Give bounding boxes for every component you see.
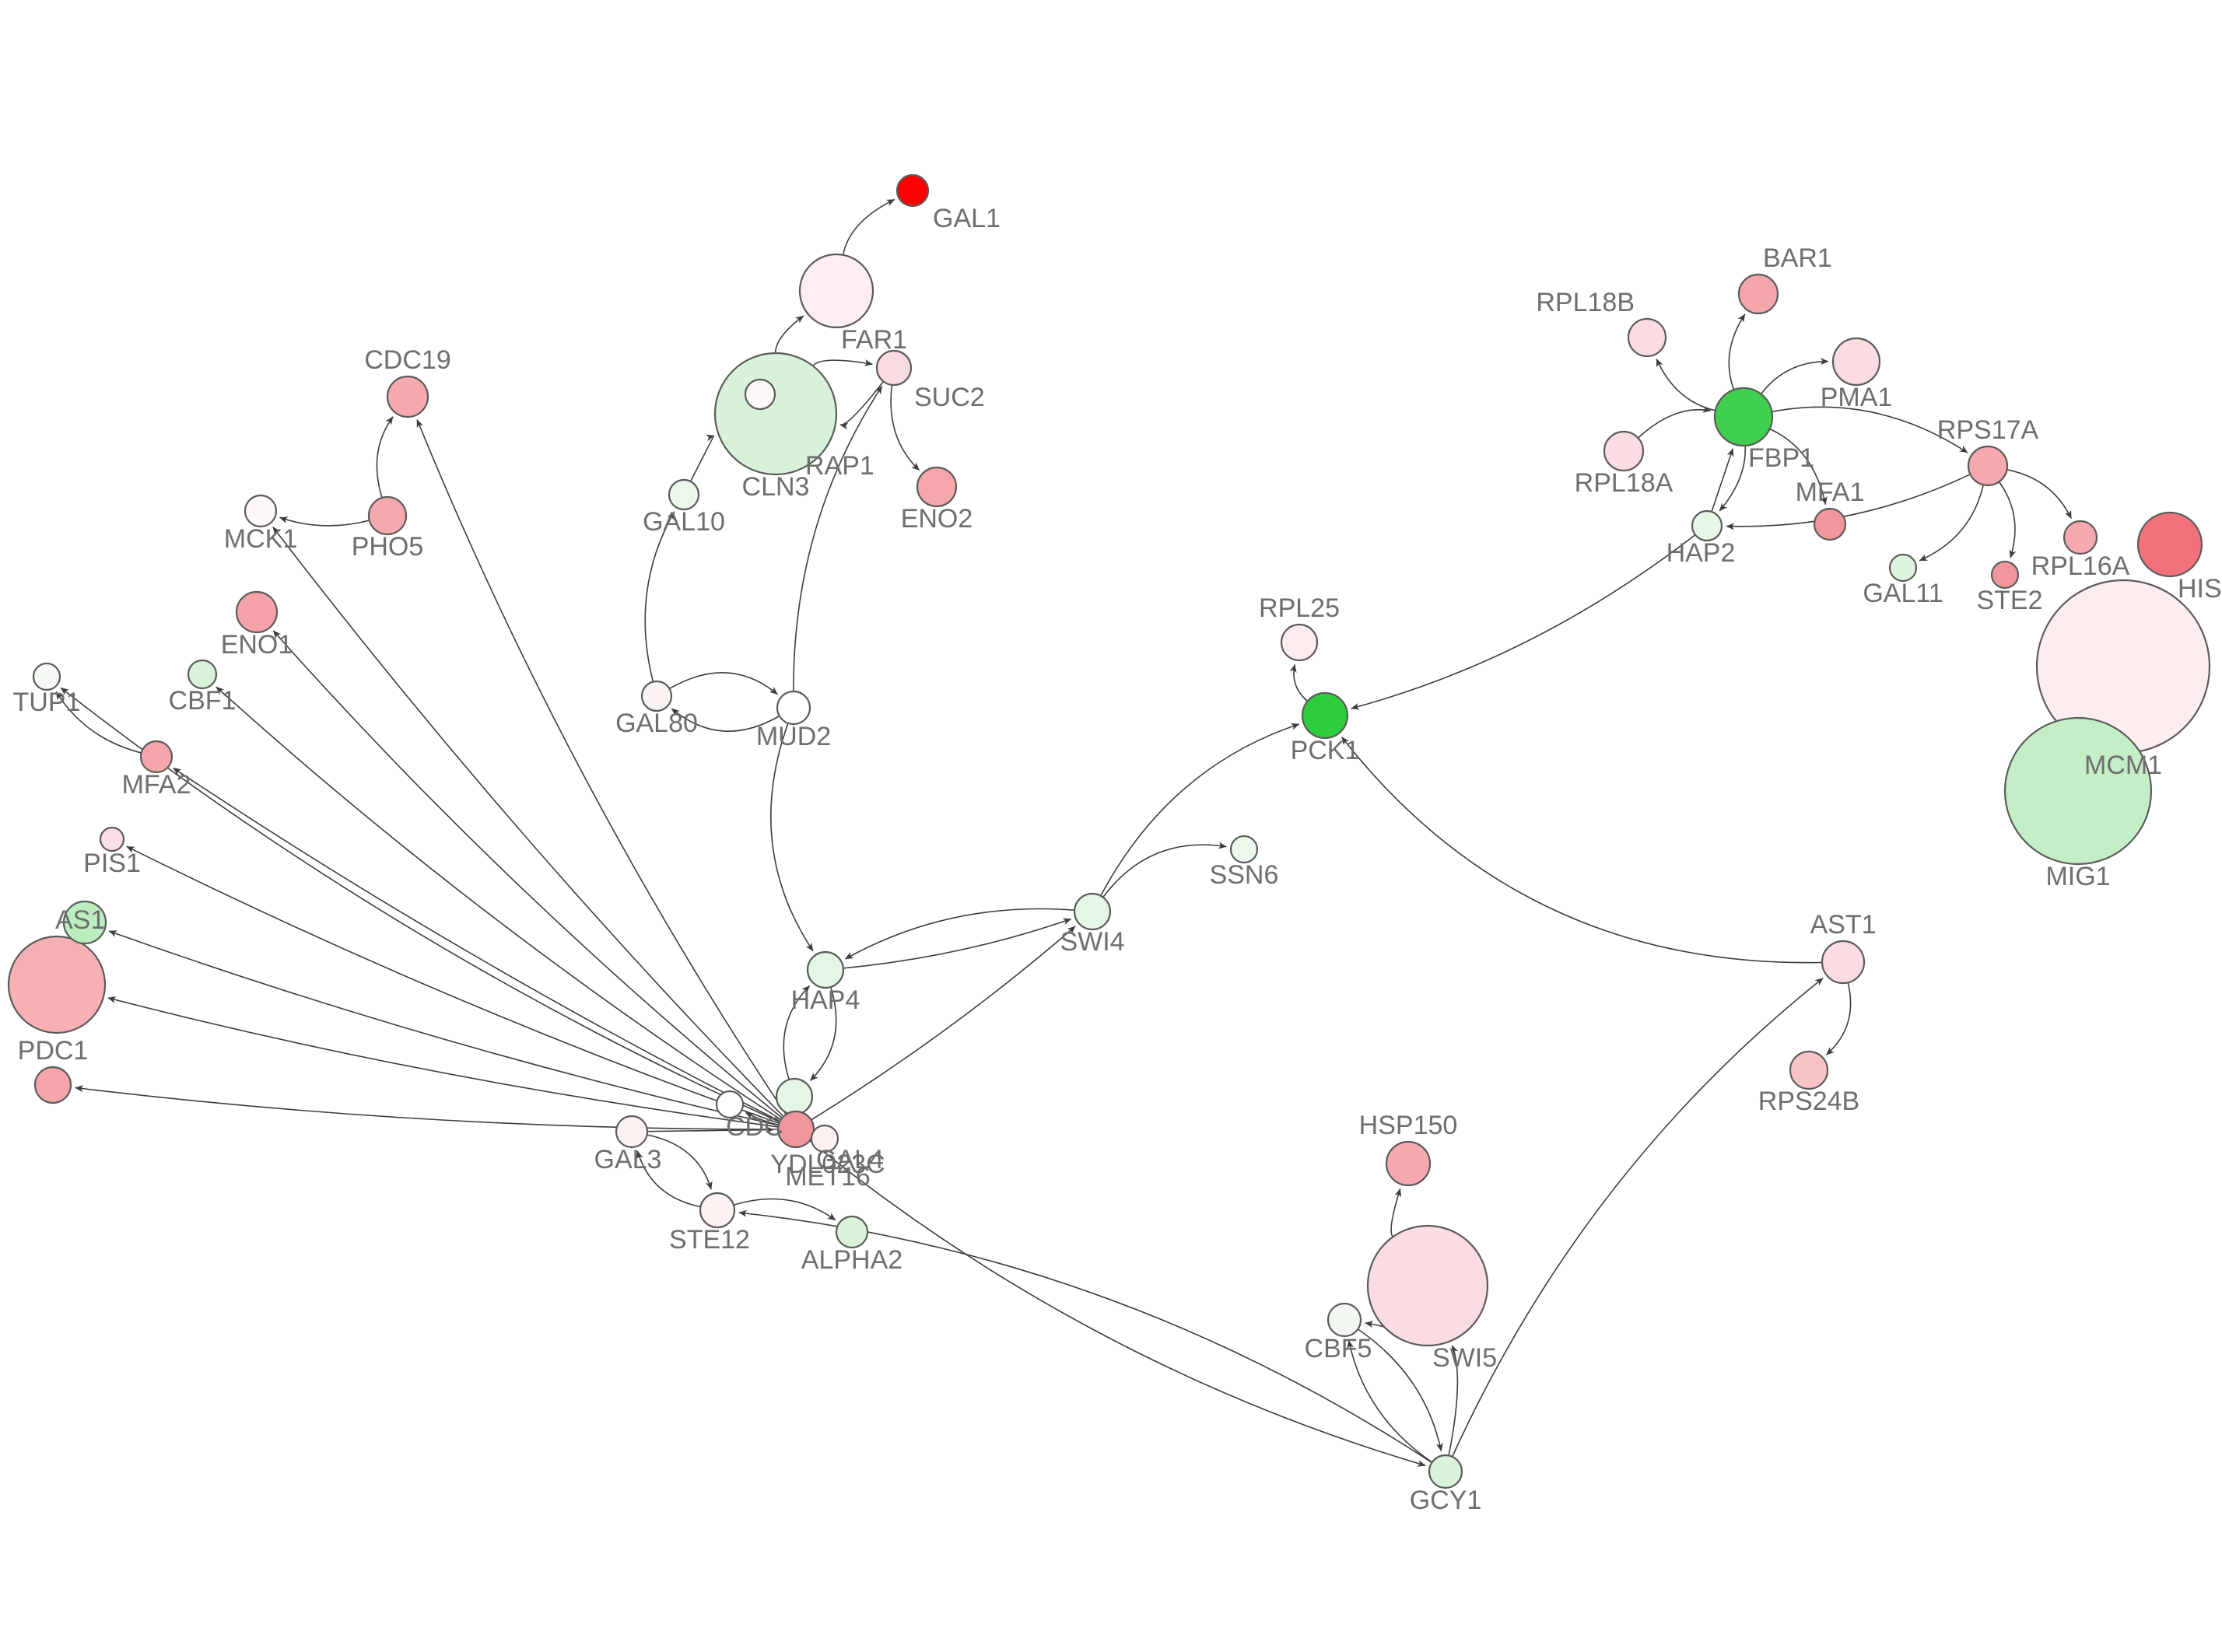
svg-text:FAR1: FAR1 — [841, 325, 907, 355]
svg-text:RPS17A: RPS17A — [1937, 415, 2039, 445]
svg-text:STE12: STE12 — [669, 1225, 750, 1255]
svg-text:MCM1: MCM1 — [2084, 751, 2162, 780]
svg-text:STE2: STE2 — [1976, 586, 2042, 615]
svg-text:AST1: AST1 — [1810, 910, 1876, 940]
svg-text:PHO5: PHO5 — [352, 532, 424, 562]
svg-text:GAL3: GAL3 — [594, 1145, 662, 1174]
svg-text:CDC19: CDC19 — [364, 345, 450, 375]
svg-text:SSN6: SSN6 — [1210, 860, 1279, 890]
svg-text:MET16: MET16 — [785, 1162, 871, 1192]
svg-text:CBF5: CBF5 — [1305, 1334, 1372, 1363]
svg-text:RPL16A: RPL16A — [2031, 551, 2130, 581]
svg-text:HSP150: HSP150 — [1359, 1111, 1458, 1140]
svg-text:GAL10: GAL10 — [643, 507, 725, 537]
svg-text:MIG1: MIG1 — [2045, 862, 2110, 891]
svg-text:CBF1: CBF1 — [169, 686, 237, 716]
svg-text:PIS1: PIS1 — [83, 849, 141, 878]
svg-text:AS1: AS1 — [55, 905, 105, 935]
svg-text:SWI5: SWI5 — [1432, 1343, 1497, 1373]
svg-text:BAR1: BAR1 — [1763, 243, 1832, 273]
svg-text:GAL1: GAL1 — [933, 204, 1001, 233]
svg-text:MFA1: MFA1 — [1796, 478, 1865, 507]
svg-text:SWI4: SWI4 — [1060, 927, 1124, 957]
svg-text:GAL11: GAL11 — [1863, 579, 1943, 608]
svg-text:ENO1: ENO1 — [221, 630, 293, 660]
svg-text:MCK1: MCK1 — [224, 524, 297, 554]
svg-text:RPL18B: RPL18B — [1536, 288, 1635, 317]
svg-text:RPS24B: RPS24B — [1758, 1087, 1859, 1116]
svg-text:CDC: CDC — [726, 1112, 783, 1142]
svg-text:HAP2: HAP2 — [1666, 538, 1736, 568]
svg-text:GCY1: GCY1 — [1410, 1486, 1482, 1515]
svg-text:RAP1: RAP1 — [805, 451, 874, 481]
svg-text:GAL80: GAL80 — [615, 709, 698, 738]
svg-text:RPL25: RPL25 — [1259, 593, 1340, 623]
svg-text:TUP1: TUP1 — [13, 688, 81, 717]
svg-text:MFA2: MFA2 — [122, 770, 191, 800]
svg-text:FBP1: FBP1 — [1748, 443, 1814, 473]
svg-text:RPL18A: RPL18A — [1575, 468, 1674, 498]
svg-text:PMA1: PMA1 — [1821, 383, 1893, 412]
svg-text:ALPHA2: ALPHA2 — [801, 1245, 902, 1275]
svg-text:PDC1: PDC1 — [18, 1036, 89, 1066]
svg-text:ENO2: ENO2 — [901, 504, 973, 534]
svg-text:MUD2: MUD2 — [756, 722, 831, 751]
svg-text:CLN3: CLN3 — [742, 472, 810, 502]
svg-text:HIS4: HIS4 — [2178, 574, 2222, 604]
svg-text:SUC2: SUC2 — [914, 383, 985, 412]
svg-text:HAP4: HAP4 — [791, 985, 860, 1015]
svg-text:PCK1: PCK1 — [1291, 736, 1360, 765]
